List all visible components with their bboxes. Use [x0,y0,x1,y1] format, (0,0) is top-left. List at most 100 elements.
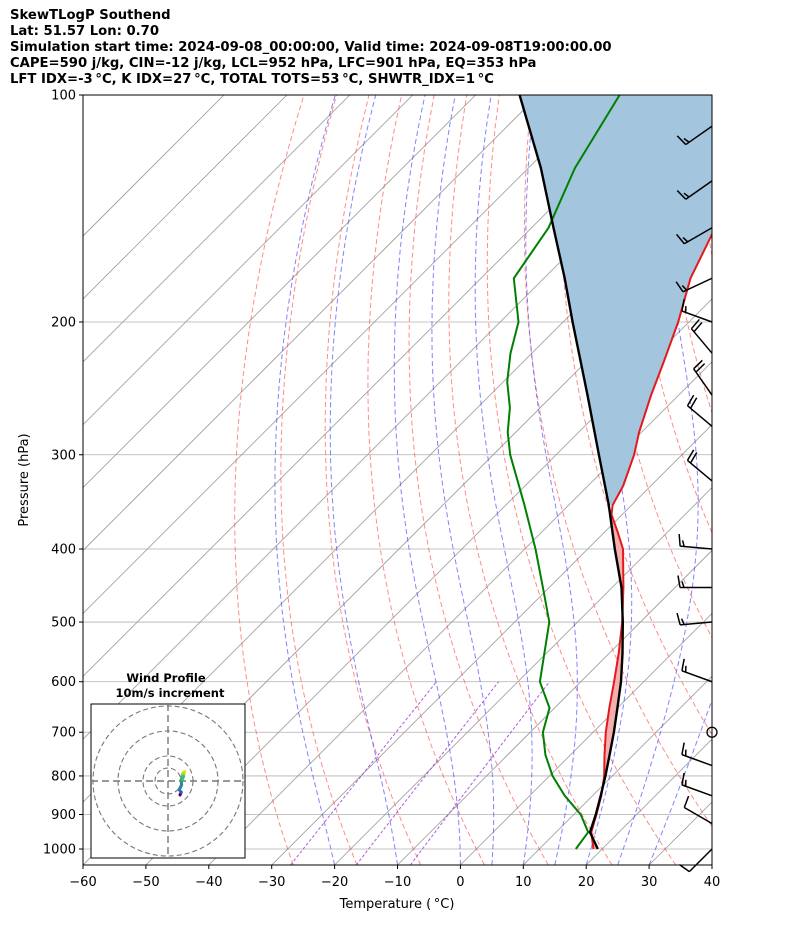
x-tick-label: −30 [258,875,285,890]
dry-adiabat [727,95,794,865]
x-tick-label: −60 [69,875,96,890]
isotherm-line [775,95,794,865]
y-tick-label: 300 [51,448,76,463]
mixing-ratio-line [409,681,550,865]
x-tick-label: −20 [321,875,348,890]
wind-barb [685,180,713,200]
wind-barb [685,125,713,146]
wind-barb-feather [693,359,703,370]
wind-barb-feather [693,322,703,333]
x-tick-label: 20 [578,875,595,890]
y-tick-label: 100 [51,89,76,104]
mixing-ratio-line [355,681,499,865]
wind-barb-feather [676,135,687,146]
wind-barb [687,405,713,427]
wind-profile-inset: Wind Profile 10m/s increment [90,671,246,859]
isotherm-line [208,361,712,865]
x-tick-label: 40 [704,875,721,890]
header-indices: LFT IDX=-3 °C, K IDX=27 °C, TOTAL TOTS=5… [10,72,494,87]
x-tick-label: −40 [195,875,222,890]
dewpoint-line [506,95,621,850]
header-times: Simulation start time: 2024-09-08_00:00:… [10,40,612,55]
y-axis-label: Pressure (hPa) [17,433,32,526]
wind-barb [693,368,713,396]
wind-barb-feather [683,137,690,143]
wind-barb-feather [686,449,695,461]
isotherm-line [83,95,665,677]
moist-adiabat [525,95,578,865]
isotherm-line [711,864,712,865]
wind-barb [681,753,713,767]
isotherm-line [397,549,712,865]
wind-barb-feather [681,658,685,671]
wind-barb-feather [679,863,690,873]
sounding-profiles [506,95,712,850]
wind-barb [681,784,713,797]
dry-adiabat [559,95,712,736]
background-grid [83,95,794,865]
y-tick-label: 600 [51,675,76,690]
y-tick-label: 400 [51,542,76,557]
x-tick-label: 10 [515,875,532,890]
moist-adiabat [474,95,533,865]
wind-barb-feather [681,284,688,291]
wind-barb-feather [676,190,687,200]
isotherm-line [83,95,602,614]
y-tick-label: 800 [51,769,76,784]
mixing-ratio-line [290,681,437,865]
moist-adiabat [393,95,461,865]
wind-barb-feather [681,772,685,785]
wind-barb-feather [690,318,700,330]
isotherm-line [83,95,413,426]
dry-adiabat [234,95,305,865]
dry-adiabat [367,95,485,865]
parcel-area [519,95,712,506]
dry-adiabat [408,95,549,865]
wind-barb [690,328,713,354]
wind-barb-feather [695,363,706,373]
wind-barb-feather [680,618,685,625]
dry-adiabat [760,95,794,865]
moist-adiabat [617,95,699,865]
x-tick-label: 0 [456,875,464,890]
wind-barb-feather [681,581,685,588]
wind-barb [688,848,713,873]
isotherm-line [83,95,351,363]
y-tick-label: 900 [51,808,76,823]
wind-barb [687,459,713,482]
x-tick-label: −10 [384,875,411,890]
y-tick-label: 200 [51,315,76,330]
parcel-line [518,95,624,850]
wind-barb-feather [676,612,681,626]
wind-barb-feather [675,281,684,293]
wind-barb-feather [683,192,690,198]
wind-barb-feather [689,452,698,464]
wind-barb-feather [681,540,685,547]
isotherm-line [334,487,712,865]
dry-adiabat [486,95,677,865]
wind-barb [681,670,713,683]
y-tick-label: 500 [51,616,76,631]
moist-adiabat [274,95,336,865]
x-tick-label: −50 [132,875,159,890]
moist-adiabat [329,95,398,865]
wind-barb-feather [683,795,690,808]
hodograph-segment [180,774,186,781]
isotherm-line [145,298,712,865]
inset-subtitle: 10m/s increment [116,686,225,700]
moist-adiabat [431,95,495,865]
header-cape: CAPE=590 j/kg, CIN=-12 j/kg, LCL=952 hPa… [10,56,537,71]
x-tick-label: 30 [641,875,658,890]
wind-barb-feather [678,533,681,547]
dry-adiabat [523,95,712,828]
wind-barb-feather [686,394,695,407]
dry-adiabat [280,95,358,865]
isotherm-line [460,612,712,865]
dry-adiabat [324,95,422,865]
isotherm-line [83,95,539,552]
wind-barb [682,277,713,293]
y-tick-label: 700 [51,726,76,741]
wind-barb [683,227,713,245]
temperature-line [590,232,712,850]
